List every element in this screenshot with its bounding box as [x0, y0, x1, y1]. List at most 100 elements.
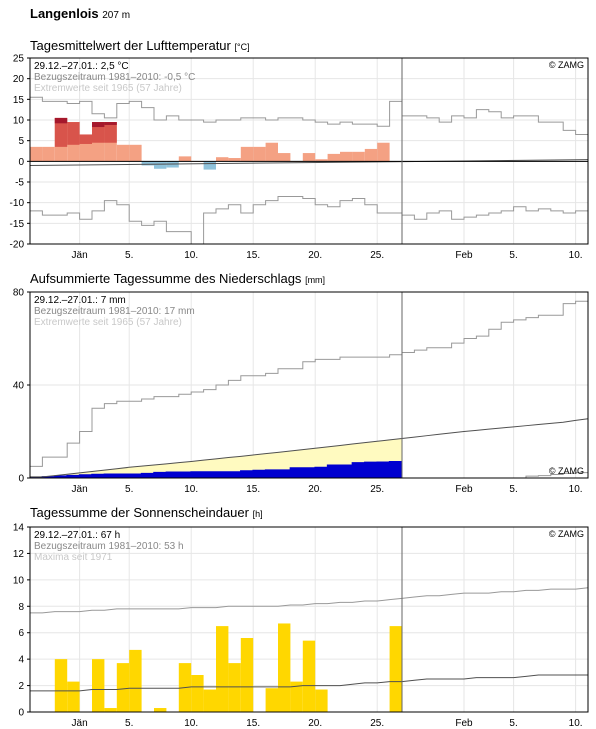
x-tick-label: 25. [370, 484, 384, 495]
x-tick-label: 10. [569, 250, 583, 261]
temperature-bar [253, 146, 266, 162]
temperature-bar [141, 161, 154, 166]
temperature-bar [327, 153, 340, 162]
y-tick-label: 40 [13, 381, 25, 392]
precipitation-max-line [30, 300, 588, 467]
temperature-bar [265, 142, 278, 162]
x-tick-label: Jän [72, 718, 88, 729]
sunshine-bar [278, 623, 291, 712]
sunshine-bar [302, 640, 316, 712]
sunshine-bar [315, 689, 328, 712]
station-header: Langenlois 207 m [30, 6, 130, 21]
y-tick-label: 80 [13, 288, 25, 299]
sunshine-bar [228, 663, 241, 712]
y-tick-label: 2 [18, 681, 24, 692]
sunshine-bar [290, 681, 303, 712]
temperature-bar [340, 151, 353, 162]
precipitation-chart: 80 40 0 Jän 5. 10. 15. 20. 25. Feb 5. 10. 29.12.–27.… [13, 288, 589, 495]
x-tick-label: 15. [246, 484, 260, 495]
temperature-excess-bar [79, 134, 92, 144]
y-tick-label: 10 [13, 116, 25, 127]
temperature-title-text: Tagesmittelwert der Lufttemperatur [30, 38, 231, 53]
y-tick-label: 15 [13, 95, 25, 106]
x-tick-label: Jän [72, 484, 88, 495]
sunshine-bar [104, 708, 117, 712]
normal-line [29, 159, 589, 166]
max-extreme-line [30, 96, 588, 135]
x-tick-label: 10. [569, 484, 583, 495]
sunshine-bar [116, 663, 130, 712]
x-tick-label: 5. [125, 250, 133, 261]
sunshine-bar [203, 689, 216, 712]
y-tick-label: 0 [18, 474, 24, 485]
info-reference: Bezugszeitraum 1981–2010: -0,5 °C [34, 72, 195, 83]
x-tick-label: Jän [72, 250, 88, 261]
precipitation-unit: [mm] [305, 275, 326, 285]
y-tick-label: 25 [13, 54, 25, 65]
info-period: 29.12.–27.01.: 2,5 °C [34, 61, 129, 72]
x-tick-label: 10. [184, 250, 198, 261]
temperature-bar [377, 142, 390, 162]
sunshine-bar [389, 626, 402, 712]
temperature-record-bar [54, 117, 68, 124]
y-tick-label: 20 [13, 74, 25, 85]
precipitation-actual-area [30, 461, 402, 478]
temperature-bar [203, 161, 216, 170]
sunshine-bar [54, 659, 68, 712]
sunshine-max-line [30, 587, 589, 614]
info-extremes: Maxima seit 1971 [34, 552, 113, 563]
x-tick-label: 20. [308, 484, 322, 495]
y-tick-label: 8 [18, 602, 24, 613]
sunshine-bar [92, 659, 105, 712]
station-name: Langenlois [30, 6, 99, 21]
temperature-bar [129, 144, 142, 162]
temperature-bar [302, 153, 316, 162]
x-tick-label: 25. [370, 250, 384, 261]
y-tick-label: 5 [18, 136, 24, 147]
x-tick-label: 5. [509, 484, 517, 495]
y-tick-label: -10 [10, 198, 25, 209]
info-reference: Bezugszeitraum 1981–2010: 17 mm [34, 306, 195, 317]
x-tick-label: 15. [246, 250, 260, 261]
x-tick-label: Feb [455, 484, 473, 495]
info-extremes: Extremwerte seit 1965 (57 Jahre) [34, 83, 182, 94]
temperature-excess-bar [67, 122, 80, 145]
temperature-bar [116, 144, 130, 162]
temperature-bar [240, 146, 254, 162]
temperature-bar [315, 159, 328, 162]
x-tick-label: 10. [184, 718, 198, 729]
sunshine-title: Tagessumme der Sonnenscheindauer [h] [30, 505, 263, 520]
precipitation-normal-line [30, 418, 589, 478]
sunshine-unit: [h] [252, 509, 263, 519]
sunshine-bar [191, 675, 204, 712]
plot-frame [29, 526, 589, 713]
sunshine-bar [265, 688, 278, 712]
y-tick-label: -5 [15, 178, 24, 189]
x-tick-label: 10. [184, 484, 198, 495]
precipitation-actual-line [30, 460, 402, 479]
sunshine-bar [240, 638, 254, 712]
y-tick-label: 14 [13, 523, 25, 534]
info-period: 29.12.–27.01.: 7 mm [34, 295, 126, 306]
temperature-record-bar [104, 122, 117, 125]
temperature-excess-bar [54, 117, 68, 147]
info-extremes: Extremwerte seit 1965 (57 Jahre) [34, 317, 182, 328]
sunshine-normal-line [30, 674, 588, 692]
y-tick-label: 0 [18, 708, 24, 719]
min-extreme-line [30, 195, 588, 245]
info-reference: Bezugszeitraum 1981–2010: 53 h [34, 541, 184, 552]
y-tick-label: 0 [18, 157, 24, 168]
y-tick-label: 10 [13, 575, 25, 586]
x-tick-label: 5. [509, 250, 517, 261]
copyright-label: © ZAMG [549, 529, 584, 539]
temperature-chart: 25 20 15 10 5 0 -5 -10 -15 -20 Jän 5. 10. 15. 20. 25. Fe… [10, 54, 589, 261]
temperature-excess-bar [92, 122, 105, 143]
precipitation-title: Aufsummierte Tagessumme des Niederschlag… [30, 271, 325, 286]
y-tick-label: 6 [18, 628, 24, 639]
copyright-label: © ZAMG [549, 60, 584, 70]
x-tick-label: Feb [455, 718, 473, 729]
x-tick-label: 20. [308, 250, 322, 261]
x-tick-label: 10. [569, 718, 583, 729]
x-tick-label: 15. [246, 718, 260, 729]
